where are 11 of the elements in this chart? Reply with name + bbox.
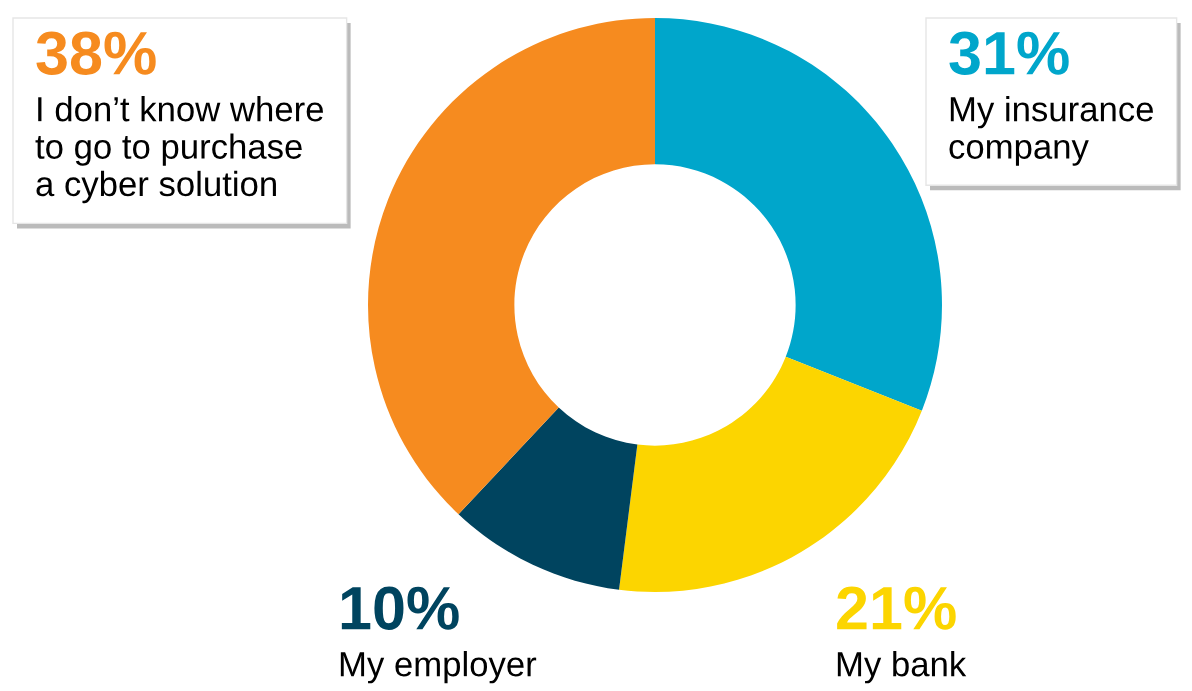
donut-slice — [368, 18, 655, 515]
donut-slice — [458, 407, 638, 590]
slice-label: My bank — [837, 651, 967, 684]
slice-label: I don’t know where to go to purchase a cyber solution — [35, 96, 323, 204]
data-label: 21% — [837, 586, 956, 630]
data-label: 38% — [36, 31, 156, 75]
donut-slice — [655, 18, 942, 411]
data-label: 31% — [949, 31, 1069, 75]
slice-label: My employer — [340, 651, 537, 684]
slice-label: My insurance company — [949, 96, 1153, 166]
data-label: 10% — [341, 586, 459, 630]
